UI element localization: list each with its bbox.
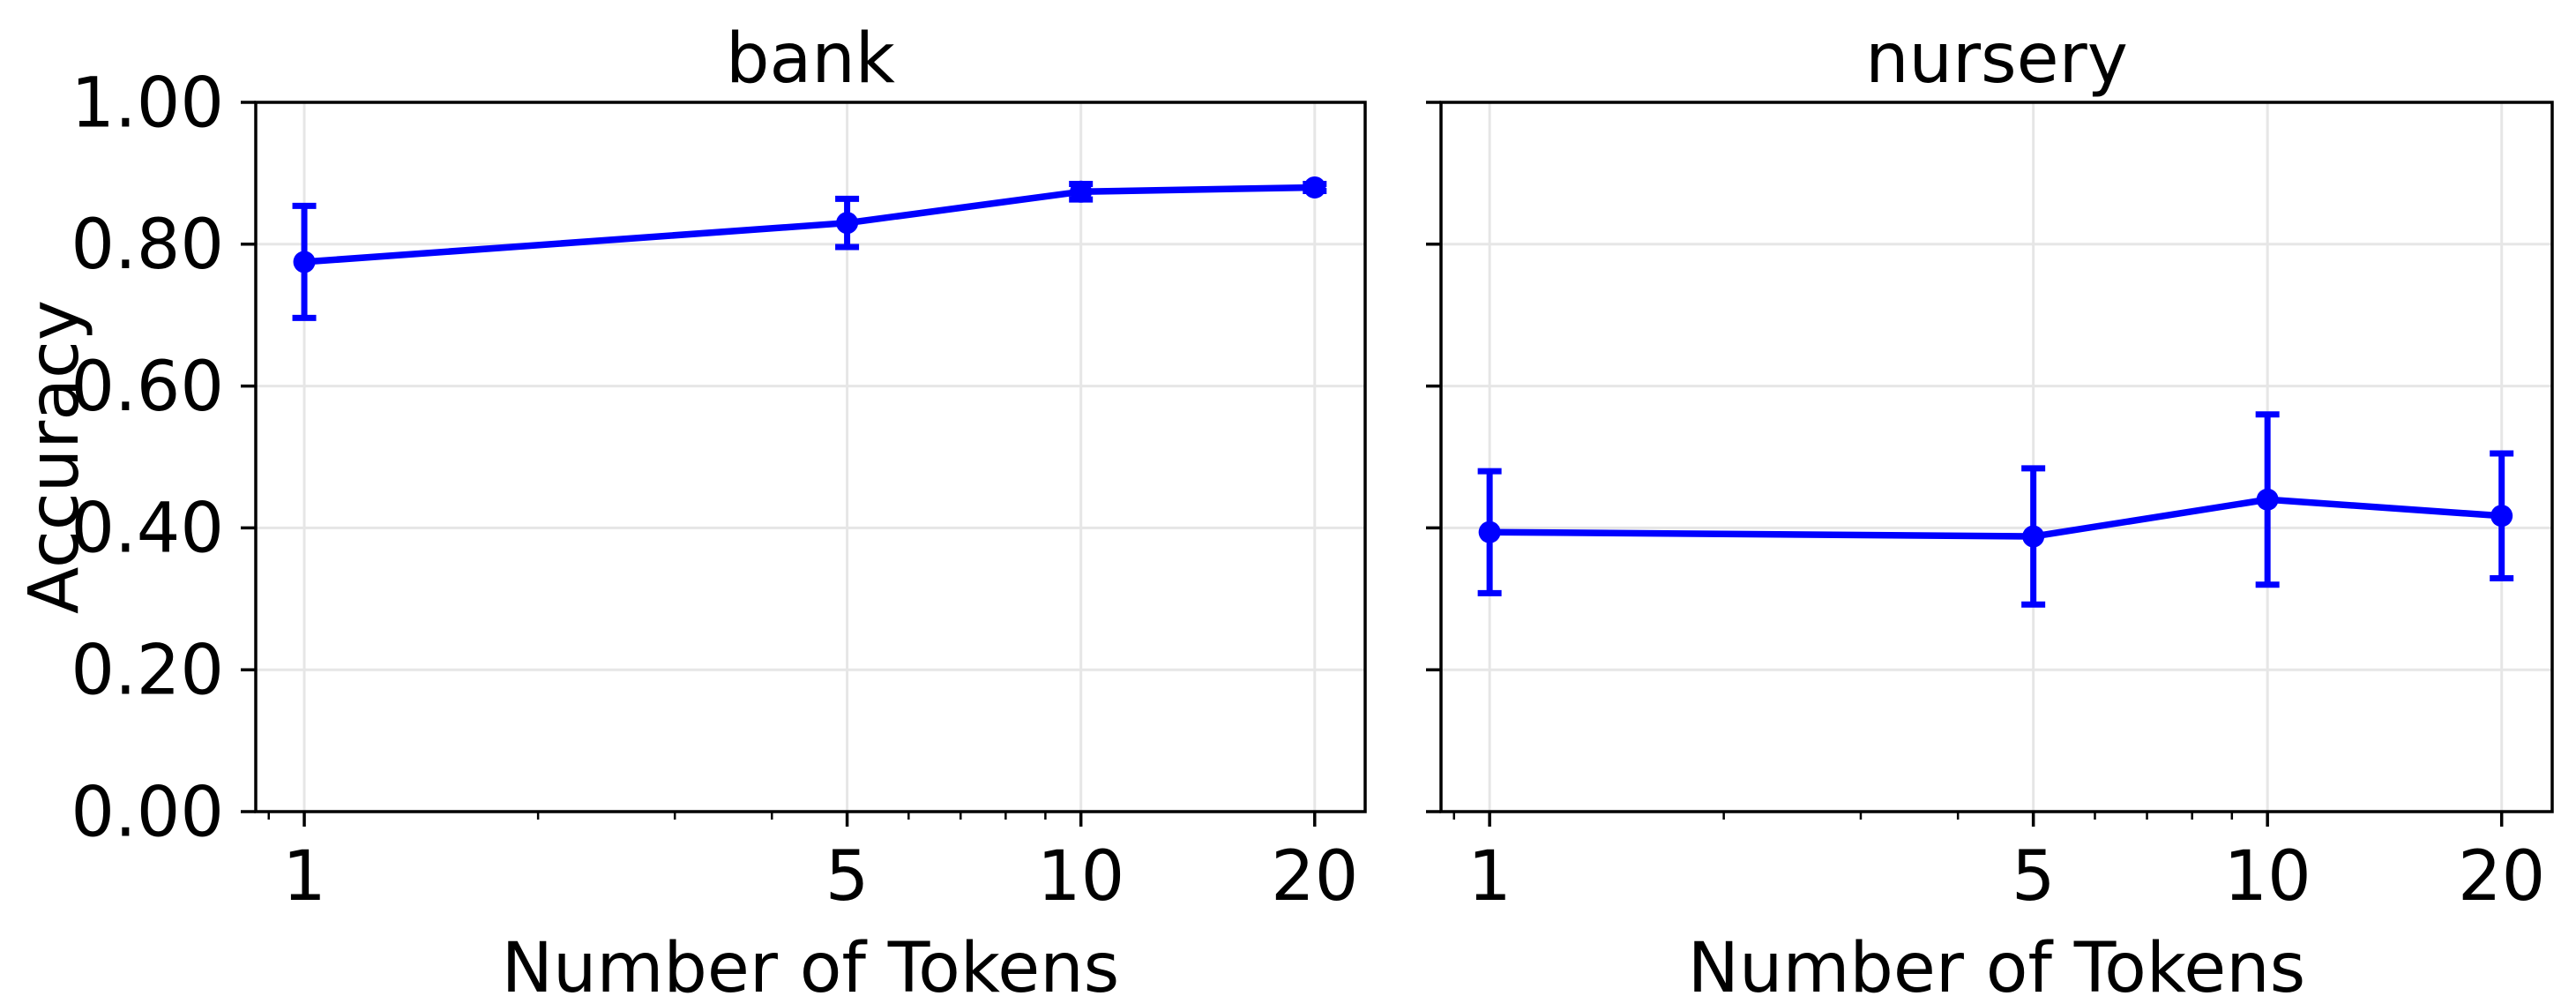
x-tick-label: 5 bbox=[825, 837, 870, 917]
y-axis-label: Accuracy bbox=[15, 300, 94, 614]
x-tick-label: 20 bbox=[2458, 837, 2545, 917]
y-tick-label: 0.00 bbox=[71, 773, 224, 852]
data-point bbox=[1070, 180, 1093, 203]
y-tick-label: 1.00 bbox=[71, 64, 224, 143]
x-tick-label: 1 bbox=[1467, 837, 1512, 917]
data-series bbox=[292, 176, 1327, 321]
plot-frame bbox=[1439, 101, 2554, 813]
data-point bbox=[1478, 520, 1501, 543]
data-series bbox=[1477, 411, 2514, 608]
x-axis-label: Number of Tokens bbox=[502, 929, 1120, 996]
y-tick-label: 0.40 bbox=[71, 490, 224, 569]
plot-frame bbox=[254, 101, 1367, 813]
y-tick-label: 0.80 bbox=[71, 206, 224, 285]
data-point bbox=[2256, 488, 2279, 511]
x-tick-label: 5 bbox=[2012, 837, 2056, 917]
plot-bank: 1 5 10 20 0.00 0.20 0.40 0.60 0.80 1.00 bank Number… bbox=[15, 19, 1367, 996]
y-tick-label: 0.20 bbox=[71, 632, 224, 711]
x-tick-label: 10 bbox=[2224, 837, 2311, 917]
x-tick-label: 10 bbox=[1037, 837, 1124, 917]
plot-title: nursery bbox=[1865, 19, 2128, 99]
data-point bbox=[836, 212, 859, 235]
data-point bbox=[2022, 525, 2045, 548]
data-line bbox=[1490, 496, 2502, 540]
data-point bbox=[1303, 176, 1326, 198]
plot-title: bank bbox=[726, 19, 895, 99]
x-tick-label: 20 bbox=[1271, 837, 1358, 917]
data-line bbox=[303, 183, 1315, 266]
x-axis-label: Number of Tokens bbox=[1688, 929, 2306, 996]
plot-nursery: 1 5 10 20 nursery Number of Tokens bbox=[1426, 19, 2554, 996]
data-point bbox=[2490, 505, 2513, 528]
y-tick-label: 0.60 bbox=[71, 348, 224, 427]
data-point bbox=[293, 251, 316, 273]
x-tick-label: 1 bbox=[282, 837, 326, 917]
